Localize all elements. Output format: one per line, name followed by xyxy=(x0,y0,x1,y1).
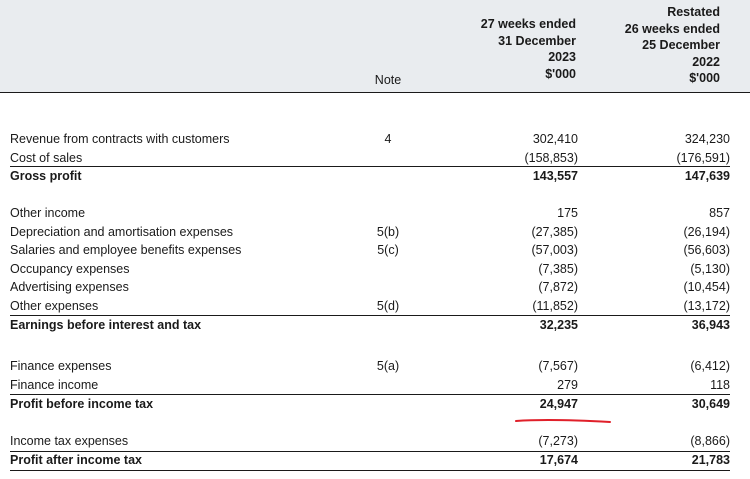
table-row-subtotal: Earnings before interest and tax 32,235 … xyxy=(10,318,730,332)
note-column-header: Note xyxy=(374,73,402,87)
red-underline-annotation xyxy=(515,418,611,423)
column-header-2022: Restated 26 weeks ended 25 December 2022… xyxy=(624,5,720,86)
table-row: Finance expenses 5(a) (7,567) (6,412) xyxy=(10,359,730,373)
table-row: Occupancy expenses (7,385) (5,130) xyxy=(10,261,730,276)
subtotal-rule xyxy=(10,166,730,167)
table-header: 27 weeks ended 31 December 2023 $'000 Re… xyxy=(0,0,750,92)
table-row: Income tax expenses (7,273) (8,866) xyxy=(10,434,730,448)
table-row: Advertising expenses (7,872) (10,454) xyxy=(10,280,730,294)
table-row: Other expenses 5(d) (11,852) (13,172) xyxy=(10,298,730,313)
subtotal-rule xyxy=(10,394,730,395)
table-row: Cost of sales (158,853) (176,591) xyxy=(10,150,730,165)
table-row: Salaries and employee benefits expenses … xyxy=(10,243,730,257)
subtotal-rule xyxy=(10,450,730,452)
table-row-subtotal: Gross profit 143,557 147,639 xyxy=(10,169,730,183)
total-rule xyxy=(10,470,730,471)
column-header-2023: 27 weeks ended 31 December 2023 $'000 xyxy=(480,17,576,81)
table-row-subtotal: Profit before income tax 24,947 30,649 xyxy=(10,397,730,411)
table-row-total: Profit after income tax 17,674 21,783 xyxy=(10,453,730,467)
subtotal-rule xyxy=(10,315,730,316)
table-row: Revenue from contracts with customers 4 … xyxy=(10,132,730,146)
table-row: Other income 175 857 xyxy=(10,206,730,220)
table-row: Depreciation and amortisation expenses 5… xyxy=(10,224,730,239)
header-rule xyxy=(0,92,750,93)
table-row: Finance income 279 118 xyxy=(10,377,730,392)
